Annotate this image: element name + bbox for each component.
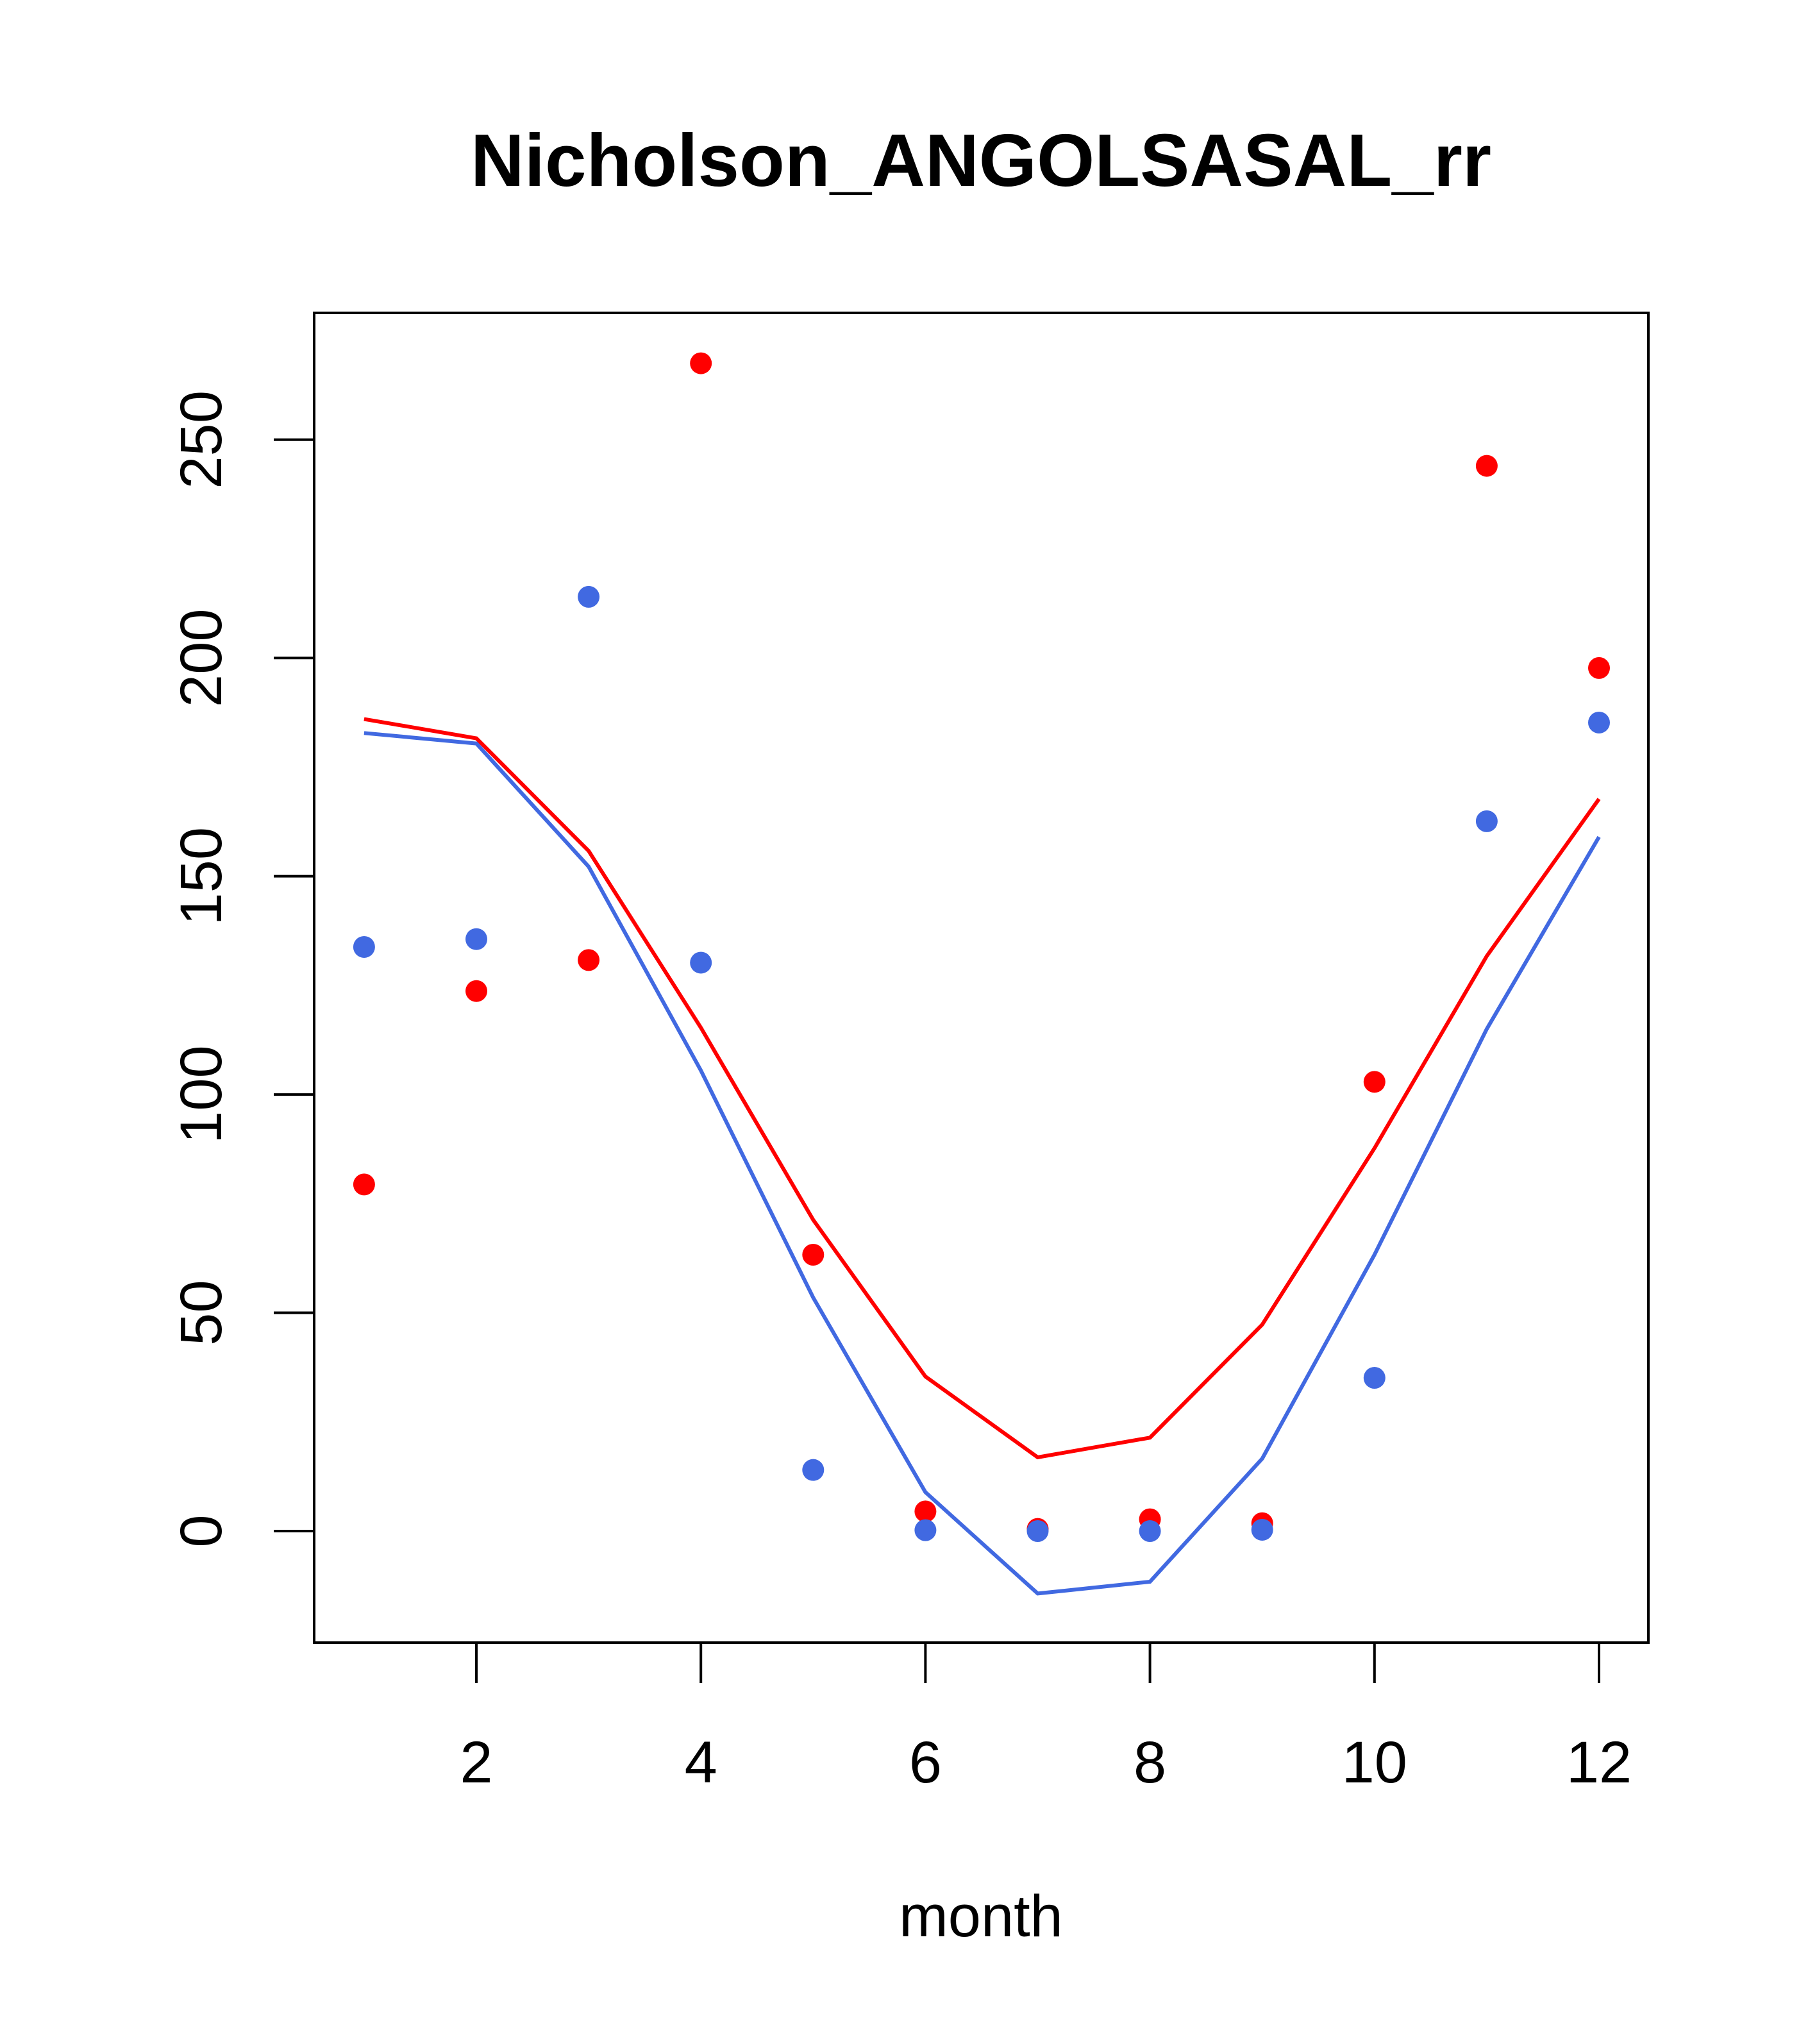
data-point-red-points: [1588, 657, 1610, 679]
data-point-blue-points: [802, 1459, 825, 1481]
data-point-blue-points: [690, 951, 712, 974]
y-tick-label: 150: [169, 827, 234, 926]
y-tick-label: 250: [169, 390, 234, 489]
data-point-blue-points: [465, 928, 487, 950]
x-tick-label: 8: [1134, 1730, 1166, 1795]
x-axis-label: month: [899, 1884, 1063, 1949]
series-layer: [353, 352, 1610, 1596]
x-tick-label: 12: [1566, 1730, 1632, 1795]
x-tick-label: 6: [909, 1730, 942, 1795]
y-axis: 0 50 100 150 200 250: [169, 390, 315, 1548]
series-line-red-line: [364, 717, 1601, 1460]
data-point-blue-points: [1139, 1520, 1161, 1542]
data-point-red-points: [1475, 455, 1498, 477]
data-point-red-points: [914, 1500, 937, 1523]
data-point-blue-points: [1475, 810, 1498, 832]
y-tick-label: 200: [169, 608, 234, 707]
data-point-red-points: [353, 1173, 375, 1196]
y-tick-label: 0: [169, 1514, 234, 1547]
x-tick-label: 2: [460, 1730, 492, 1795]
data-point-blue-points: [578, 585, 600, 608]
plot-frame: [313, 312, 1650, 1644]
data-point-blue-points: [1026, 1520, 1049, 1542]
data-point-red-points: [802, 1243, 825, 1266]
x-tick-label: 4: [685, 1730, 717, 1795]
data-point-blue-points: [353, 935, 375, 958]
data-point-blue-points: [1588, 711, 1610, 733]
y-tick-label: 100: [169, 1045, 234, 1144]
data-point-red-points: [465, 980, 487, 1002]
chart-title: Nicholson_ANGOLSASAL_rr: [471, 119, 1491, 202]
x-axis: 2 4 6 8 10 12: [460, 1641, 1632, 1795]
data-point-blue-points: [914, 1519, 937, 1541]
data-point-red-points: [578, 949, 600, 971]
data-point-red-points: [1363, 1071, 1386, 1093]
data-point-red-points: [690, 352, 712, 374]
data-point-blue-points: [1363, 1367, 1386, 1389]
data-point-blue-points: [1251, 1518, 1273, 1541]
series-line-blue-line: [364, 731, 1601, 1596]
x-tick-label: 10: [1342, 1730, 1407, 1795]
y-tick-label: 50: [169, 1280, 234, 1345]
